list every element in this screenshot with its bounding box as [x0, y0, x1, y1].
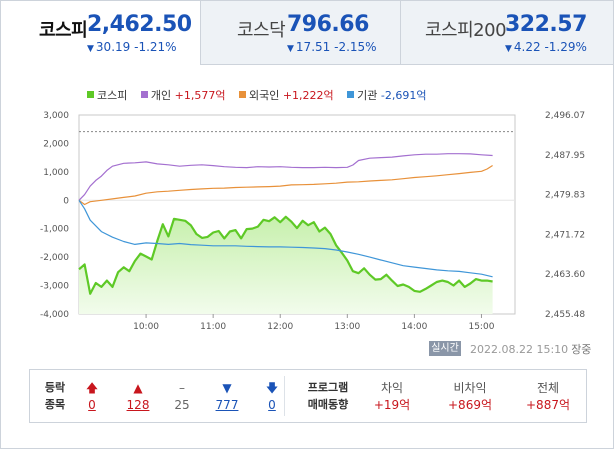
- fall-count[interactable]: ▼ 777: [212, 379, 242, 413]
- tab-kospi[interactable]: 코스피 2,462.50 ▼ 30.19 -1.21%: [1, 1, 201, 65]
- legend-item-kospi[interactable]: 코스피: [87, 87, 127, 103]
- down-arrow-icon: ▼: [87, 44, 94, 54]
- breadth-label: 등락 종목: [44, 381, 66, 411]
- tab-kospi200[interactable]: 코스피200 322.57 ▼ 4.22 -1.29%: [401, 1, 613, 65]
- series-line: [78, 199, 493, 278]
- fall-arrow-icon: ▼: [222, 381, 232, 395]
- program-arbitrage: 차익 +19억: [373, 381, 411, 412]
- tab-name: 코스닥: [237, 20, 286, 41]
- flat-count: –25: [167, 379, 197, 413]
- tab-change: ▼ 4.22 -1.29%: [505, 40, 587, 54]
- tab-name: 코스피200: [425, 20, 507, 41]
- legend-item-individual[interactable]: 개인 +1,577억: [140, 87, 225, 103]
- y-left-tick-label: -4,000: [40, 310, 69, 320]
- intraday-chart: 3,000 2,000 1,000 0 -1,000 -2,000 -3,000 -4,000…: [40, 111, 585, 332]
- y-left-tick-label: -1,000: [40, 225, 69, 235]
- program-non-arbitrage: 비차익 +869억: [448, 381, 492, 412]
- market-breadth-panel: 등락 종목 🡅 0 ▲ 128 –25 ▼ 777 🡇 0 프로그램 매매동향 차익 +19억…: [29, 369, 587, 423]
- y-right-tick-label: 2,496.07: [545, 111, 585, 121]
- x-tick-label: 14:00: [401, 322, 427, 332]
- down-arrow-icon: ▼: [505, 44, 512, 54]
- index-tabs: 코스피 2,462.50 ▼ 30.19 -1.21% 코스닥 796.66 ▼ 1…: [1, 1, 613, 65]
- rise-arrow-icon: ▲: [133, 381, 143, 395]
- y-right-tick-label: 2,463.60: [545, 270, 585, 280]
- legend-swatch: [238, 91, 246, 98]
- y-left-tick-label: 3,000: [43, 111, 69, 121]
- x-tick-label: 11:00: [200, 322, 226, 332]
- x-tick-label: 12:00: [267, 322, 293, 332]
- lower-limit-count[interactable]: 🡇 0: [257, 379, 287, 413]
- realtime-badge: 실시간: [429, 341, 461, 356]
- kospi-area-fill: [79, 216, 493, 314]
- tab-kosdaq[interactable]: 코스닥 796.66 ▼ 17.51 -2.15%: [201, 1, 401, 65]
- market-status: 장중: [571, 343, 592, 356]
- tab-change: ▼ 30.19 -1.21%: [87, 40, 177, 54]
- y-left-tick-label: 0: [63, 196, 69, 206]
- y-right-tick-label: 2,479.83: [545, 191, 585, 201]
- y-right-tick-label: 2,455.48: [545, 310, 585, 320]
- y-left-tick-label: -2,000: [40, 253, 69, 263]
- program-trading-label: 프로그램 매매동향: [307, 381, 349, 411]
- y-left-tick-label: -3,000: [40, 282, 69, 292]
- legend-item-institution[interactable]: 기관 -2,691억: [347, 87, 427, 103]
- y-left-tick-label: 2,000: [43, 139, 69, 149]
- program-total: 전체 +887억: [526, 381, 570, 412]
- tab-change: ▼ 17.51 -2.15%: [287, 40, 377, 54]
- timestamp: 2022.08.22 15:10 장중: [470, 343, 592, 356]
- legend-swatch: [87, 91, 94, 98]
- x-tick-label: 15:00: [468, 322, 494, 332]
- chart-legend: 코스피 개인 +1,577억 외국인 +1,222억 기관 -2,691억: [87, 87, 437, 103]
- flat-dash-icon: –: [179, 381, 185, 395]
- tab-price: 322.57: [505, 12, 587, 37]
- y-right-tick-label: 2,471.72: [545, 230, 585, 240]
- legend-swatch: [140, 91, 148, 98]
- tab-price: 796.66: [287, 12, 369, 37]
- kospi-line: [78, 215, 493, 295]
- series-line: [78, 153, 493, 201]
- tab-price: 2,462.50: [87, 12, 192, 37]
- legend-swatch: [347, 91, 355, 98]
- rise-count[interactable]: ▲ 128: [123, 379, 153, 413]
- legend-item-foreign[interactable]: 외국인 +1,222억: [238, 87, 334, 103]
- y-right-tick-label: 2,487.95: [545, 151, 585, 161]
- x-tick-label: 10:00: [133, 322, 159, 332]
- divider: [284, 376, 285, 416]
- tab-name: 코스피: [39, 20, 88, 41]
- x-tick-label: 13:00: [334, 322, 360, 332]
- y-left-tick-label: 1,000: [43, 168, 69, 178]
- lower-limit-icon: 🡇: [265, 381, 279, 395]
- down-arrow-icon: ▼: [287, 44, 294, 54]
- upper-limit-icon: 🡅: [85, 381, 99, 395]
- upper-limit-count[interactable]: 🡅 0: [77, 379, 107, 413]
- series-line: [78, 164, 493, 206]
